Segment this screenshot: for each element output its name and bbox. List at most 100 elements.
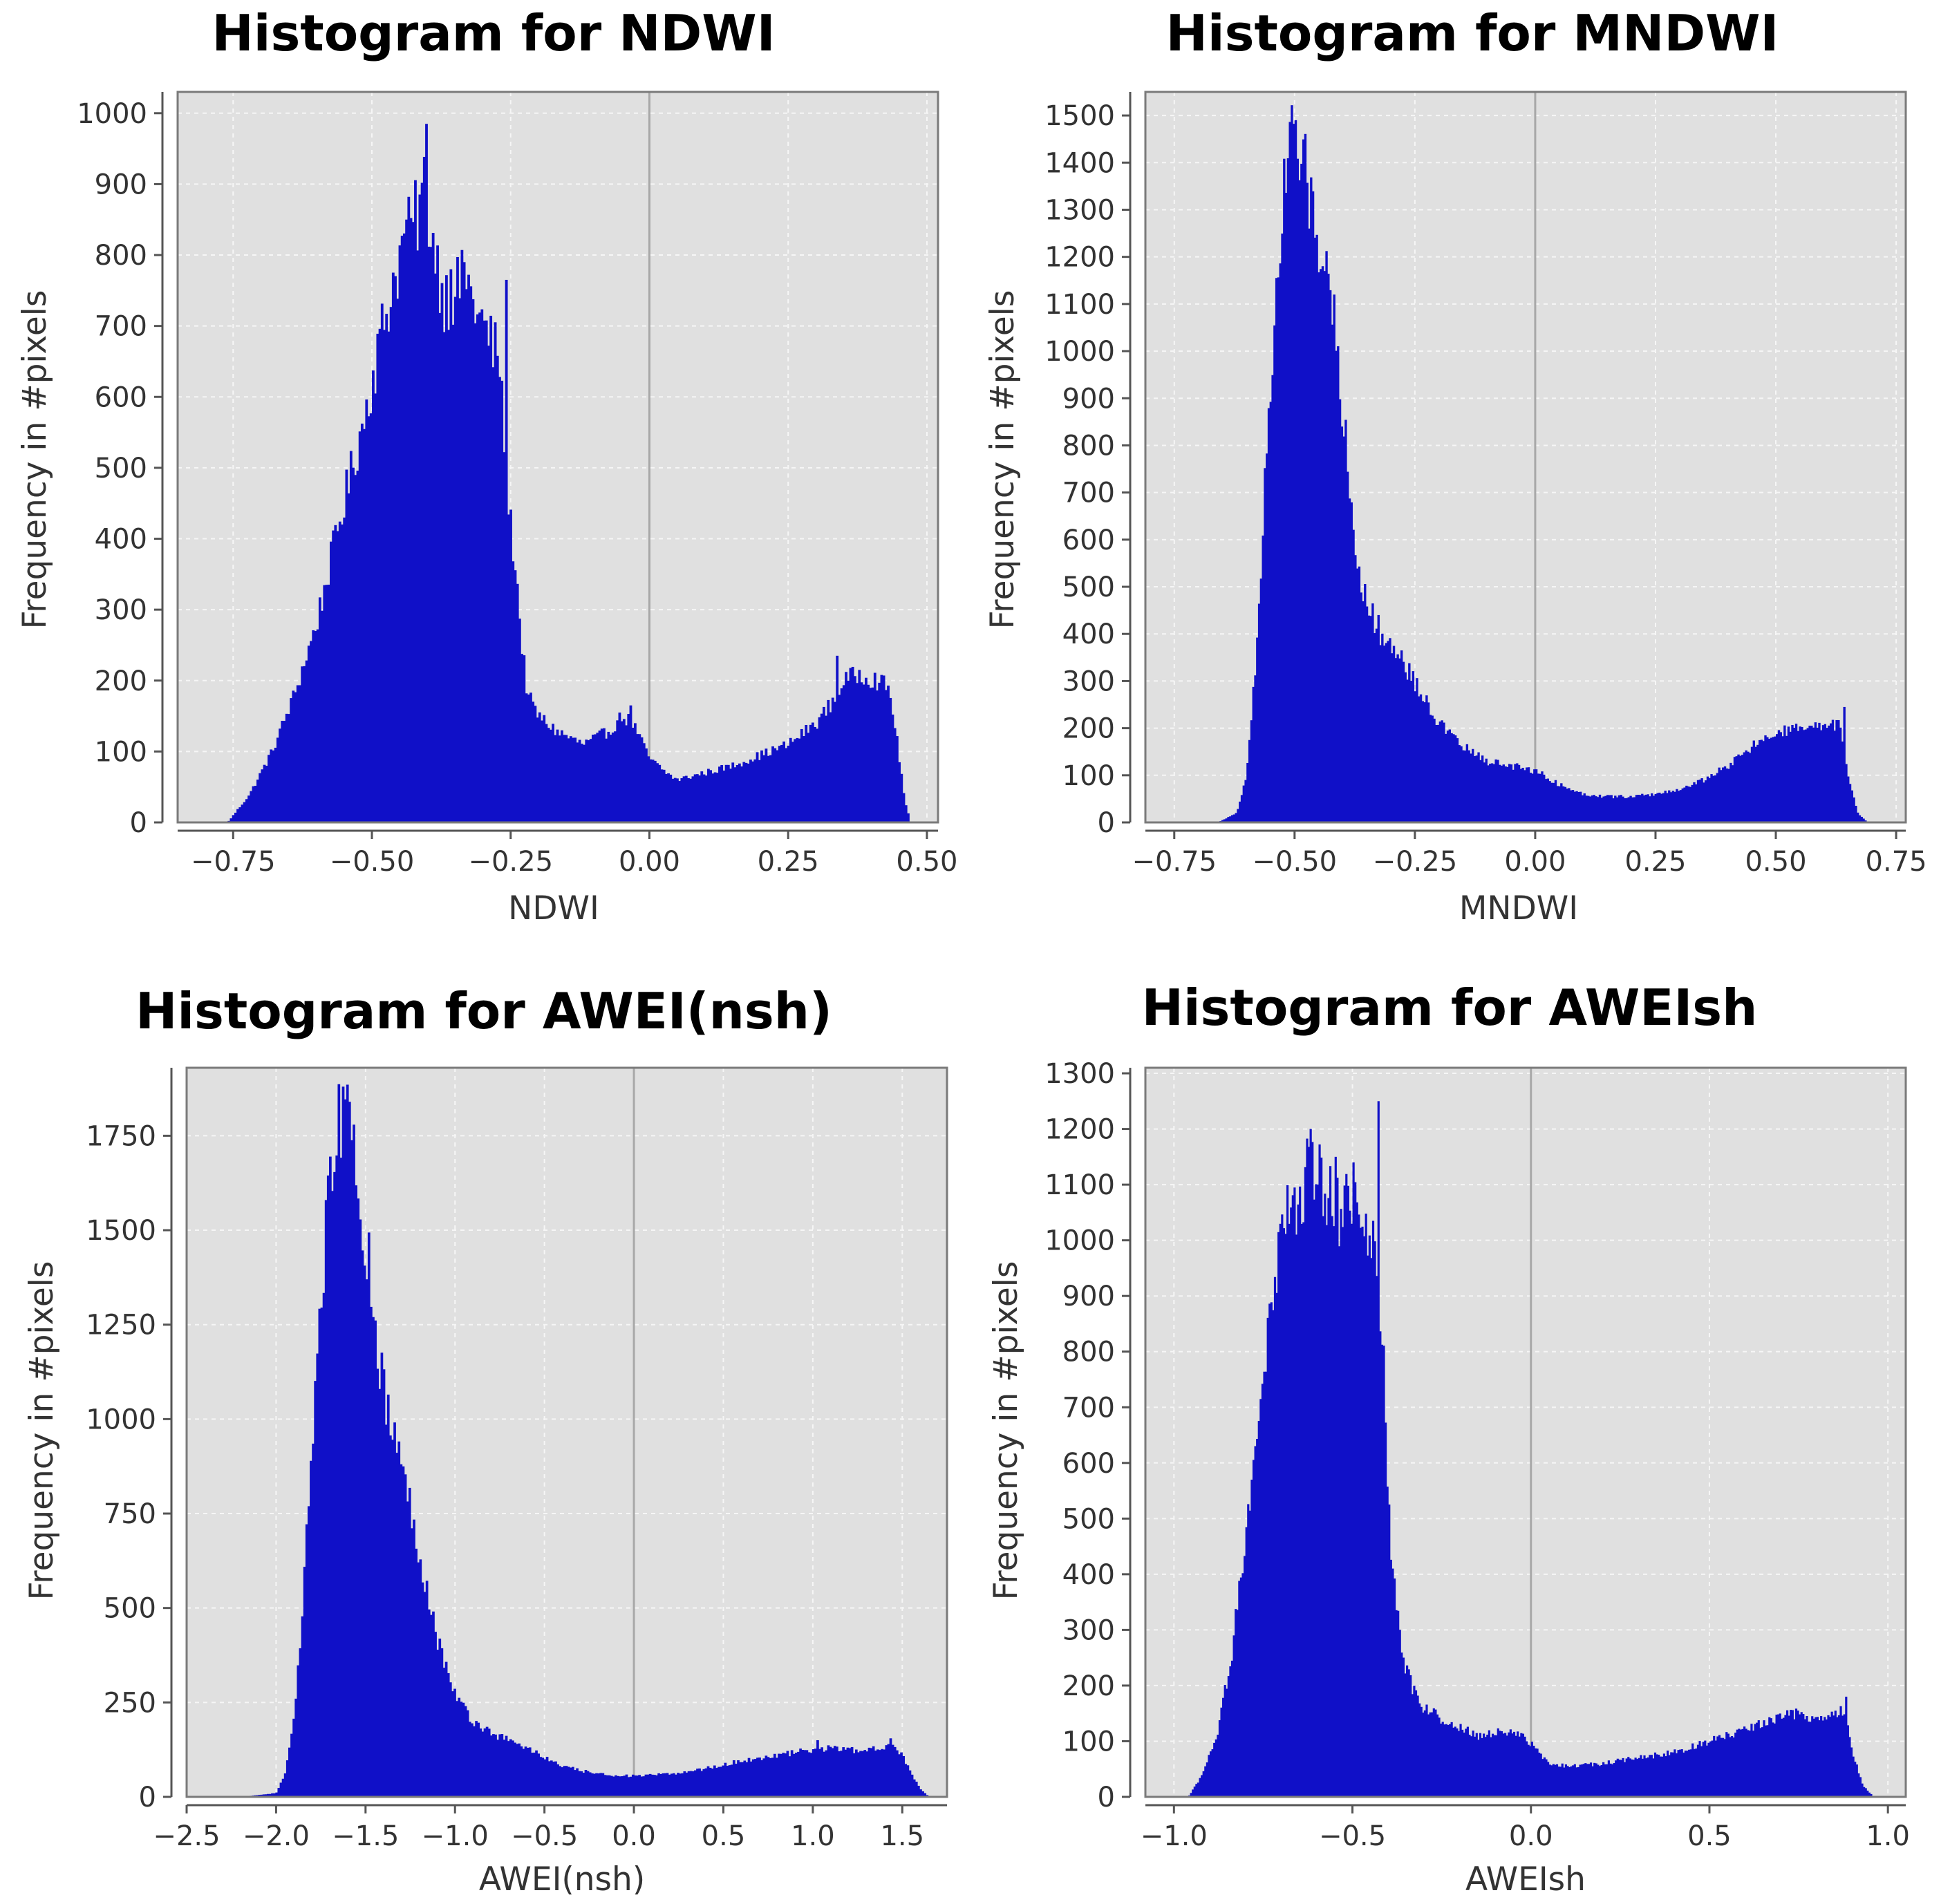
histogram-bar [1486, 1735, 1489, 1797]
histogram-bar [1579, 791, 1582, 822]
histogram-bar [1850, 790, 1854, 822]
histogram-bar [1581, 795, 1584, 822]
histogram-bar [1843, 1714, 1846, 1797]
histogram-bar [465, 289, 468, 822]
histogram-bar [1416, 1695, 1419, 1797]
histogram-bar [805, 724, 808, 822]
histogram-bar [1275, 278, 1278, 822]
histogram-bar [1557, 1766, 1560, 1797]
histogram-bar [1828, 1717, 1832, 1797]
histogram-bar [1495, 1735, 1498, 1797]
histogram-bar [283, 721, 286, 822]
histogram-bar [1860, 816, 1863, 822]
histogram-bar [345, 469, 348, 822]
histogram-bar [447, 1672, 450, 1797]
histogram-bar [600, 728, 603, 822]
histogram-bar [1652, 1758, 1655, 1797]
histogram-bar [469, 286, 473, 822]
histogram-bar [429, 247, 433, 823]
histogram-bar [1629, 1758, 1631, 1797]
ndwi-histogram-panel: Histogram for NDWI NDWI Frequency in #pi… [16, 4, 957, 927]
y-tick-label: 200 [1062, 1670, 1115, 1702]
histogram-bar [809, 724, 812, 822]
histogram-bar [1266, 453, 1268, 822]
histogram-bar [1850, 1747, 1853, 1797]
histogram-bar [297, 1665, 300, 1797]
histogram-bar [869, 688, 872, 822]
histogram-bar [1800, 1712, 1803, 1797]
histogram-bar [1395, 1610, 1398, 1797]
histogram-bar [1327, 274, 1330, 822]
histogram-bar [1763, 1720, 1765, 1797]
y-tick-label: 500 [1062, 572, 1115, 603]
histogram-bar [1333, 294, 1335, 822]
histogram-bar [485, 320, 488, 823]
histogram-bar [299, 1648, 302, 1797]
histogram-bar [526, 1747, 529, 1797]
histogram-bar [512, 561, 515, 822]
histogram-bar [395, 1453, 399, 1797]
histogram-bar [274, 747, 277, 822]
histogram-bar [1254, 675, 1257, 822]
histogram-bar [733, 767, 737, 822]
histogram-bar [1837, 1715, 1841, 1797]
histogram-bar [836, 655, 839, 822]
x-tick-label: 0.00 [1504, 846, 1566, 878]
histogram-bar [496, 355, 499, 822]
histogram-bar [481, 1731, 485, 1797]
x-tick-label: 0.0 [612, 1820, 656, 1852]
histogram-bar [1733, 757, 1736, 822]
histogram-bar [915, 1782, 918, 1797]
histogram-bar [425, 124, 428, 822]
histogram-bar [1622, 1757, 1624, 1797]
histogram-bar [853, 676, 856, 822]
histogram-bar [724, 764, 728, 822]
histogram-bar [279, 1782, 283, 1797]
histogram-bar [1856, 812, 1859, 822]
histogram-bar [1490, 1737, 1492, 1797]
histogram-bar [1766, 737, 1769, 822]
histogram-bar [1806, 1716, 1808, 1797]
histogram-bar [1571, 790, 1575, 822]
histogram-bar [1585, 795, 1588, 822]
histogram-bar [569, 736, 572, 822]
histogram-bar [1696, 1744, 1700, 1797]
histogram-bar [1743, 752, 1746, 822]
histogram-bar [1777, 1714, 1780, 1797]
histogram-bar [241, 804, 244, 822]
histogram-bar [1732, 1737, 1735, 1797]
histogram-bar [431, 232, 435, 822]
histogram-bar [1656, 1754, 1658, 1797]
histogram-bar [1633, 797, 1636, 822]
histogram-bar [584, 1769, 588, 1797]
histogram-bar [525, 693, 528, 822]
histogram-bar [456, 1701, 458, 1797]
histogram-bar [438, 1638, 442, 1797]
histogram-bar [1506, 766, 1509, 822]
histogram-bar [811, 722, 814, 822]
histogram-bar [1558, 786, 1561, 822]
histogram-bar [339, 1158, 343, 1797]
histogram-bar [367, 1232, 371, 1797]
histogram-bar [659, 1773, 663, 1797]
histogram-bar [1828, 725, 1830, 822]
histogram-bar [1245, 1527, 1248, 1797]
histogram-bar [1347, 471, 1349, 822]
histogram-bar [596, 733, 599, 822]
histogram-bar [1597, 1764, 1600, 1797]
histogram-bar [425, 1581, 429, 1797]
histogram-bar [1855, 805, 1857, 822]
histogram-bar [1530, 1742, 1533, 1797]
histogram-bar [1670, 1752, 1673, 1797]
histogram-bar [305, 660, 308, 822]
y-tick-label: 400 [95, 524, 147, 556]
y-tick-label: 1000 [1044, 1225, 1115, 1257]
histogram-bar [657, 1773, 660, 1797]
histogram-bar [827, 1745, 830, 1797]
histogram-bar [545, 1757, 549, 1797]
histogram-bar [1539, 773, 1541, 822]
histogram-bar [1250, 1479, 1253, 1797]
histogram-bar [478, 312, 481, 822]
histogram-bar [1789, 731, 1792, 822]
histogram-bar [1563, 1767, 1566, 1797]
